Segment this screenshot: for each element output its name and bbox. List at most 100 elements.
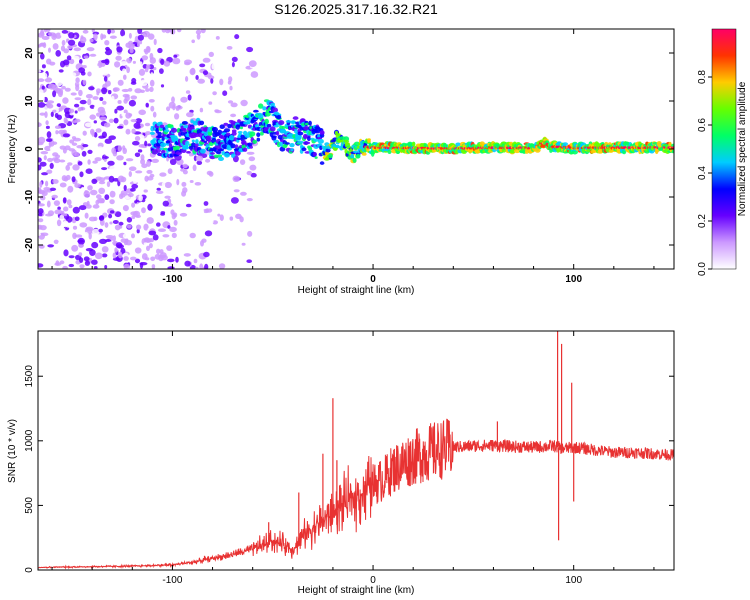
heatmap-cell [120,61,128,66]
heatmap-cell [101,246,109,253]
heatmap-cell [231,56,238,63]
heatmap-cell [67,162,73,166]
heatmap-cell [66,55,72,61]
heatmap-cell [61,85,66,90]
heatmap-cell [174,146,181,149]
heatmap-cell [171,232,177,239]
heatmap-cell [231,153,235,158]
heatmap-cell [301,147,307,152]
heatmap-cell [144,140,148,147]
y-tick-label: 0 [24,146,35,152]
heatmap-cell [48,47,51,53]
heatmap-cell [52,84,58,91]
heatmap-cell [134,136,141,141]
heatmap-cell [214,109,220,113]
heatmap-cell [191,39,195,44]
heatmap-cell [262,106,267,111]
heatmap-cell [41,85,45,90]
heatmap-cell [72,137,81,142]
heatmap-cell [148,230,157,236]
heatmap-cell [87,149,93,154]
heatmap-cell [284,142,290,145]
heatmap-cell [210,152,215,155]
heatmap-cell [114,61,121,68]
heatmap-cell [50,111,54,118]
heatmap-cell [200,240,204,247]
heatmap-cell [195,155,204,162]
heatmap-cell [127,192,134,198]
heatmap-cell [108,213,113,219]
heatmap-cell [152,111,157,118]
heatmap-cell [38,102,46,108]
heatmap-cell [114,108,118,114]
heatmap-cell [248,60,257,67]
heatmap-cell [104,222,109,228]
heatmap-cell [254,124,260,128]
heatmap-cell [98,228,103,233]
heatmap-cell [125,158,134,162]
heatmap-cell [79,257,84,263]
heatmap-cell [313,138,319,142]
heatmap-cell [264,118,270,125]
heatmap-cell [52,109,57,113]
heatmap-cell [192,164,197,172]
heatmap-cell [52,43,59,50]
heatmap-cell [196,160,203,165]
heatmap-cell [224,152,230,158]
heatmap-cell [125,42,132,48]
heatmap-cell [177,29,182,33]
heatmap-cell [89,114,96,120]
heatmap-cell [68,263,75,268]
x-tick-label: -100 [162,274,182,285]
heatmap-cell [62,197,67,204]
heatmap-cell [157,47,163,54]
heatmap-cell [95,128,102,133]
heatmap-cell [38,218,44,223]
heatmap-cell [229,169,234,175]
heatmap-cell [55,56,63,63]
heatmap-cell [114,211,122,218]
heatmap-cell [108,175,115,183]
heatmap-cell [292,116,299,120]
heatmap-cell [131,215,136,220]
heatmap-cell [87,71,92,77]
heatmap-cell [222,90,228,96]
heatmap-cell [165,29,171,34]
heatmap-cell [85,94,93,99]
heatmap-cell [208,218,214,225]
heatmap-cell [150,105,155,112]
heatmap-cell [215,36,220,40]
heatmap-cell [55,50,61,57]
heatmap-cell [246,170,252,176]
heatmap-cell [233,189,240,193]
figure-title: S126.2025.317.16.32.R21 [274,1,438,17]
heatmap-cell [156,135,163,139]
heatmap-cell [232,175,240,182]
heatmap-cell [61,30,69,34]
heatmap-cell [289,143,295,148]
heatmap-cell [88,216,97,222]
heatmap-cell [168,143,172,148]
y-tick-label: 1000 [24,429,35,452]
heatmap-cell [143,125,152,132]
heatmap-cell [39,161,47,167]
heatmap-cell [212,91,217,96]
heatmap-cell [55,260,60,266]
heatmap-cell [117,125,124,129]
heatmap-cell [150,256,156,262]
heatmap-cell [74,234,83,238]
heatmap-cell [242,147,248,152]
heatmap-cell [162,200,169,207]
heatmap-cell [207,75,215,80]
heatmap-cell [167,147,174,152]
heatmap-cell [134,88,142,94]
heatmap-cell [134,247,142,254]
heatmap-cell [101,87,108,95]
heatmap-cell [147,143,152,147]
heatmap-cell [41,36,50,40]
heatmap-cell [148,99,155,103]
heatmap-cell [319,133,325,138]
heatmap-cell [352,157,357,163]
heatmap-cell [77,237,86,245]
heatmap-cell [167,225,171,229]
